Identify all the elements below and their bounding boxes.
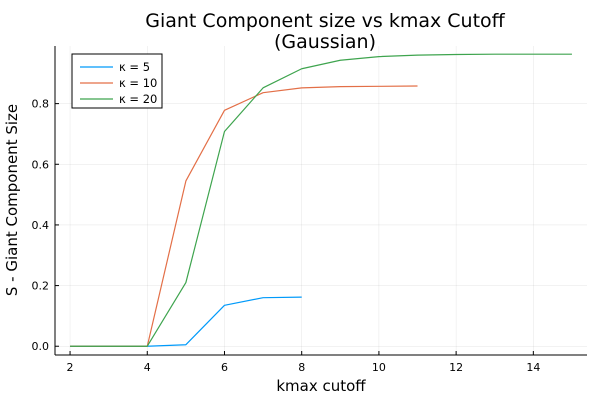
- x-tick-label: 14: [526, 361, 540, 374]
- x-tick-label: 10: [372, 361, 386, 374]
- x-tick-label: 4: [144, 361, 151, 374]
- series-line-2: [70, 85, 418, 347]
- x-tick-label: 12: [449, 361, 463, 374]
- y-tick-label: 0.6: [32, 158, 50, 171]
- y-axis-label: S - Giant Component Size: [3, 104, 21, 296]
- y-tick-label: 0.4: [32, 219, 50, 232]
- x-tick-label: 8: [298, 361, 305, 374]
- chart-title-line1: Giant Component size vs kmax Cutoff: [145, 10, 505, 32]
- x-axis-label: kmax cutoff: [276, 377, 366, 395]
- series-layer: [70, 53, 572, 347]
- y-tick-label: 0.0: [32, 340, 50, 353]
- ticks: 2 4 6 8 10 12 14 0.0 0.2 0.4 0.6 0.8: [32, 98, 541, 374]
- legend-label-3: κ = 20: [119, 92, 157, 106]
- x-tick-label: 6: [221, 361, 228, 374]
- legend-label-1: κ = 5: [119, 60, 150, 74]
- series-line-3: [70, 53, 572, 347]
- legend-label-2: κ = 10: [119, 76, 157, 90]
- x-tick-label: 2: [67, 361, 74, 374]
- y-tick-label: 0.8: [32, 98, 50, 111]
- legend: κ = 5 κ = 10 κ = 20: [71, 53, 163, 109]
- chart-title-line2: (Gaussian): [274, 31, 376, 53]
- series-line-1: [70, 296, 302, 347]
- y-tick-label: 0.2: [32, 280, 50, 293]
